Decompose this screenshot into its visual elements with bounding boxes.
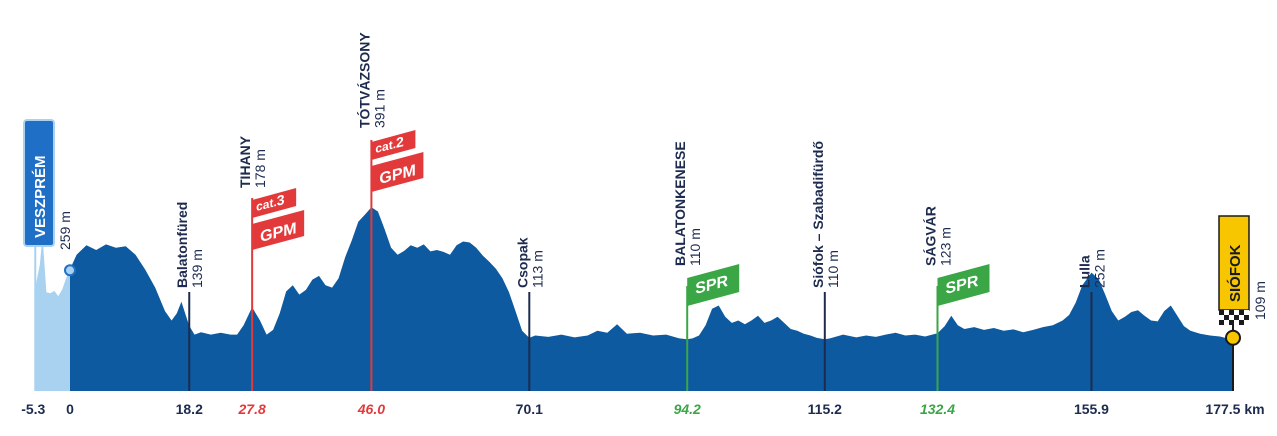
spr-flag: SPR: [687, 264, 740, 306]
finish-checker-cell: [1239, 310, 1244, 315]
finish-checker-cell: [1239, 315, 1244, 320]
waypoint-name-text: TÓTVÁZSONY: [355, 32, 372, 128]
start-town-name: VESZPRÉM: [32, 155, 49, 238]
waypoint-label-2: TÓTVÁZSONY391 m: [355, 32, 387, 128]
waypoint-name: Balatonfüred139 m: [174, 202, 205, 288]
waypoint-name-text: TIHANY: [237, 135, 253, 188]
finish-checker-cell: [1229, 320, 1234, 325]
gpm-flag-shape: [371, 152, 424, 192]
start-elevation: 259 m: [57, 211, 73, 250]
x-tick-label: 46.0: [357, 401, 385, 417]
waypoint-name: Siófok – Szabadifürdő110 m: [810, 141, 841, 288]
waypoint-label-3: Csopak113 m: [514, 237, 545, 288]
waypoint-elevation: 139 m: [189, 249, 205, 288]
waypoint-name-text: SÁGVÁR: [922, 206, 938, 266]
waypoint-name: TIHANY178 m: [237, 135, 268, 188]
x-tick-label: 18.2: [176, 401, 203, 417]
finish-checker-cell: [1229, 310, 1234, 315]
finish-checker-cell: [1219, 315, 1224, 320]
waypoint-elevation: 113 m: [529, 250, 545, 288]
waypoint-elevation: 391 m: [371, 89, 387, 128]
finish-checker-cell: [1234, 315, 1239, 320]
waypoint-name-text: Csopak: [514, 237, 530, 288]
gpm-flag-shape: [252, 210, 305, 250]
waypoint-label-5: Siófok – Szabadifürdő110 m: [810, 141, 841, 288]
waypoint-elevation: 110 m: [825, 250, 841, 288]
finish-checker-cell: [1224, 320, 1229, 325]
waypoint-name: SÁGVÁR123 m: [922, 206, 953, 266]
waypoint-name-text: BALATONKENESE: [672, 141, 688, 266]
waypoint-name: TÓTVÁZSONY391 m: [355, 32, 387, 128]
finish-checker-cell: [1244, 310, 1249, 315]
waypoint-name-text: Lulla: [1076, 255, 1092, 288]
finish-checker-cell: [1239, 320, 1244, 325]
cat-prefix: cat.: [256, 195, 277, 214]
finish-checker-cell: [1234, 310, 1239, 315]
finish-elevation-label: 109 m: [1252, 281, 1268, 320]
spr-flag-shape: [687, 264, 740, 306]
finish-checker-cell: [1219, 310, 1224, 315]
finish-checker-cell: [1224, 310, 1229, 315]
waypoint-elevation: 123 m: [937, 227, 953, 266]
spr-flag: SPR: [937, 264, 990, 306]
finish-checker-cell: [1224, 315, 1229, 320]
finish-checker-cell: [1244, 320, 1249, 325]
waypoint-elevation: 252 m: [1091, 249, 1107, 288]
finish-checker-cell: [1234, 320, 1239, 325]
x-tick-label: 94.2: [674, 401, 701, 417]
race-profile-area: [70, 207, 1233, 391]
x-tick-label: 0: [66, 401, 74, 417]
finish-elevation: 109 m: [1252, 281, 1268, 320]
x-tick-label: 27.8: [238, 401, 266, 417]
waypoint-label-4: BALATONKENESE110 m: [672, 141, 703, 266]
start-town-box: [23, 119, 55, 247]
finish-checker-cell: [1229, 315, 1234, 320]
x-tick-label: 155.9: [1074, 401, 1109, 417]
waypoint-elevation: 178 m: [252, 149, 268, 188]
start-marker: [64, 264, 76, 277]
x-tick-label: 177.5 km: [1205, 401, 1264, 417]
x-tick-label: -5.3: [21, 401, 45, 417]
waypoint-label-7: Lulla252 m: [1076, 249, 1107, 288]
finish-marker: [1225, 329, 1241, 346]
waypoint-name-text: Balatonfüred: [174, 202, 190, 288]
x-tick-label: 115.2: [808, 401, 842, 417]
finish-checker-cell: [1219, 320, 1224, 325]
cat-label: cat.2: [375, 134, 404, 157]
neutral-zone-area: [35, 235, 70, 391]
cat-number: 2: [396, 134, 404, 152]
finish-checker-cell: [1244, 315, 1249, 320]
start-elevation-label: 259 m: [57, 211, 73, 250]
cat-flag-shape: [252, 188, 297, 218]
waypoint-name-text: Siófok – Szabadifürdő: [810, 141, 826, 288]
waypoint-elevation: 110 m: [687, 228, 703, 266]
finish-town-name: SIÓFOK: [1226, 244, 1244, 302]
waypoint-label-0: Balatonfüred139 m: [174, 202, 205, 288]
finish-town-label: SIÓFOK: [1226, 244, 1244, 302]
waypoint-name: Lulla252 m: [1076, 249, 1107, 288]
x-tick-label: 70.1: [516, 401, 543, 417]
cat-number: 3: [277, 192, 285, 210]
cat-flag-shape: [371, 130, 416, 160]
cat-label: cat.3: [256, 192, 285, 215]
waypoint-name: BALATONKENESE110 m: [672, 141, 703, 266]
spr-flag-shape: [937, 264, 990, 306]
start-town-label: VESZPRÉM: [32, 155, 49, 238]
x-tick-label: 132.4: [920, 401, 955, 417]
finish-town-box: [1218, 215, 1250, 311]
waypoint-label-6: SÁGVÁR123 m: [922, 206, 953, 266]
waypoint-label-1: TIHANY178 m: [237, 135, 268, 188]
waypoint-name: Csopak113 m: [514, 237, 545, 288]
cat-prefix: cat.: [375, 137, 396, 156]
